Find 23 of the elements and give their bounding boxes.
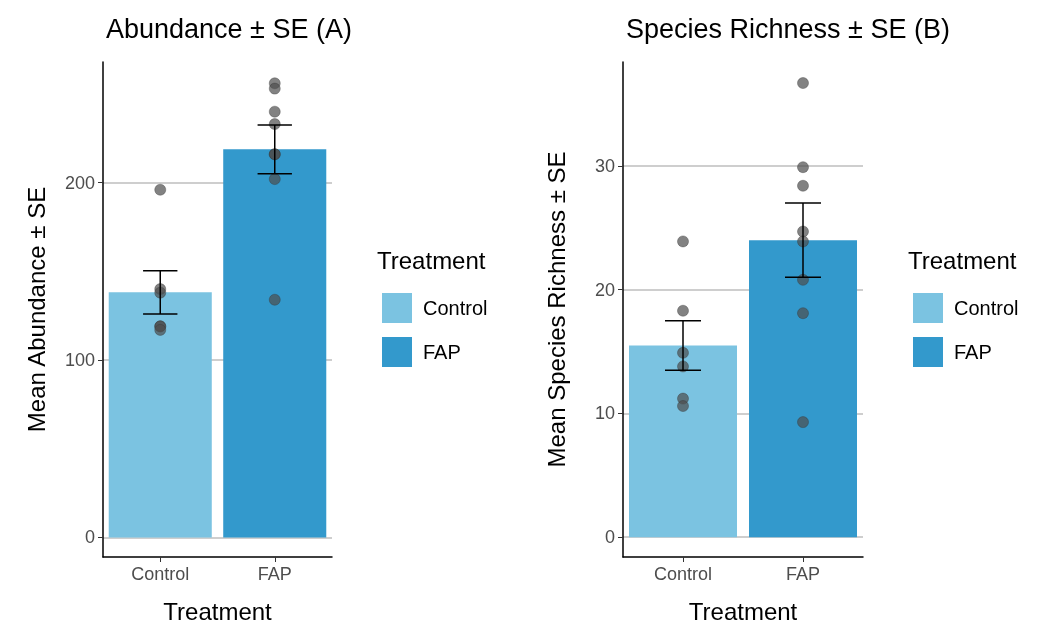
x-axis-title: Treatment: [688, 597, 798, 625]
chart-title: Abundance ± SE (A): [106, 13, 352, 44]
y-tick-label: 0: [604, 527, 615, 548]
x-tick-label: FAP: [785, 564, 821, 584]
legend-label: FAP: [423, 341, 461, 363]
y-tick-label: 200: [64, 172, 95, 193]
y-axis-title: Mean Abundance ± SE: [22, 186, 50, 433]
legend-label: Control: [423, 297, 488, 319]
y-tick-label: 100: [64, 350, 95, 371]
legend-title: Treatment: [377, 246, 486, 274]
chart-title: Species Richness ± SE (B): [626, 13, 950, 44]
legend-title: Treatment: [908, 246, 1017, 274]
y-tick-label: 10: [594, 403, 615, 424]
x-tick-label: FAP: [257, 564, 292, 584]
y-tick-label: 0: [84, 527, 95, 548]
y-tick-label: 30: [594, 155, 615, 176]
legend-label: Control: [954, 297, 1019, 319]
x-axis-title: Treatment: [163, 597, 273, 625]
y-tick-label: 20: [594, 279, 615, 300]
legend-label: FAP: [954, 341, 992, 363]
y-axis-title: Mean Species Richness ± SE: [542, 151, 570, 468]
x-tick-label: Control: [653, 564, 713, 584]
x-tick-label: Control: [131, 564, 190, 584]
